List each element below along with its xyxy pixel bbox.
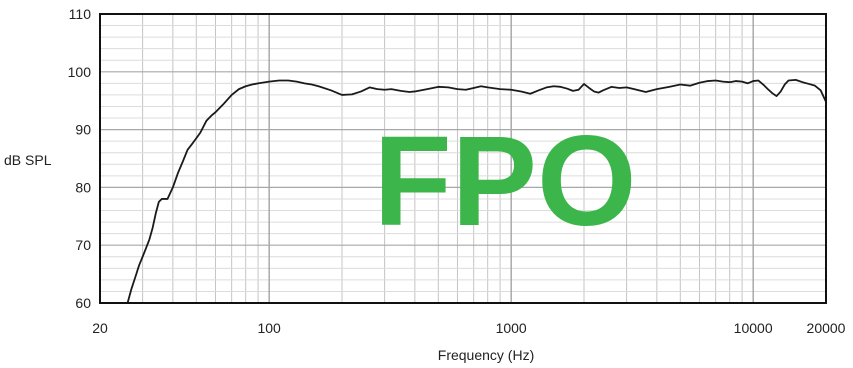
y-tick-label: 60	[75, 295, 91, 311]
x-tick-label: 1000	[496, 320, 527, 336]
x-tick-label: 10000	[734, 320, 773, 336]
x-axis-label: Frequency (Hz)	[438, 347, 534, 363]
y-tick-label: 90	[75, 122, 91, 138]
y-tick-label: 110	[69, 6, 92, 22]
x-tick-labels: 20 100 1000 10000 20000	[92, 320, 845, 336]
y-axis-label: dB SPL	[4, 152, 52, 168]
response-curve-line	[126, 78, 827, 304]
plot-frame	[99, 13, 827, 304]
y-tick-label: 70	[75, 237, 91, 253]
x-tick-label: 100	[257, 320, 281, 336]
x-tick-label: 20	[92, 320, 108, 336]
y-tick-labels: 60 70 80 90 100 110	[68, 6, 92, 311]
x-tick-label: 20000	[807, 320, 846, 336]
fpo-watermark: FPO	[373, 110, 636, 253]
major-grid	[100, 14, 826, 303]
y-tick-label: 80	[75, 179, 91, 195]
minor-grid	[100, 14, 826, 303]
y-tick-label: 100	[68, 64, 92, 80]
